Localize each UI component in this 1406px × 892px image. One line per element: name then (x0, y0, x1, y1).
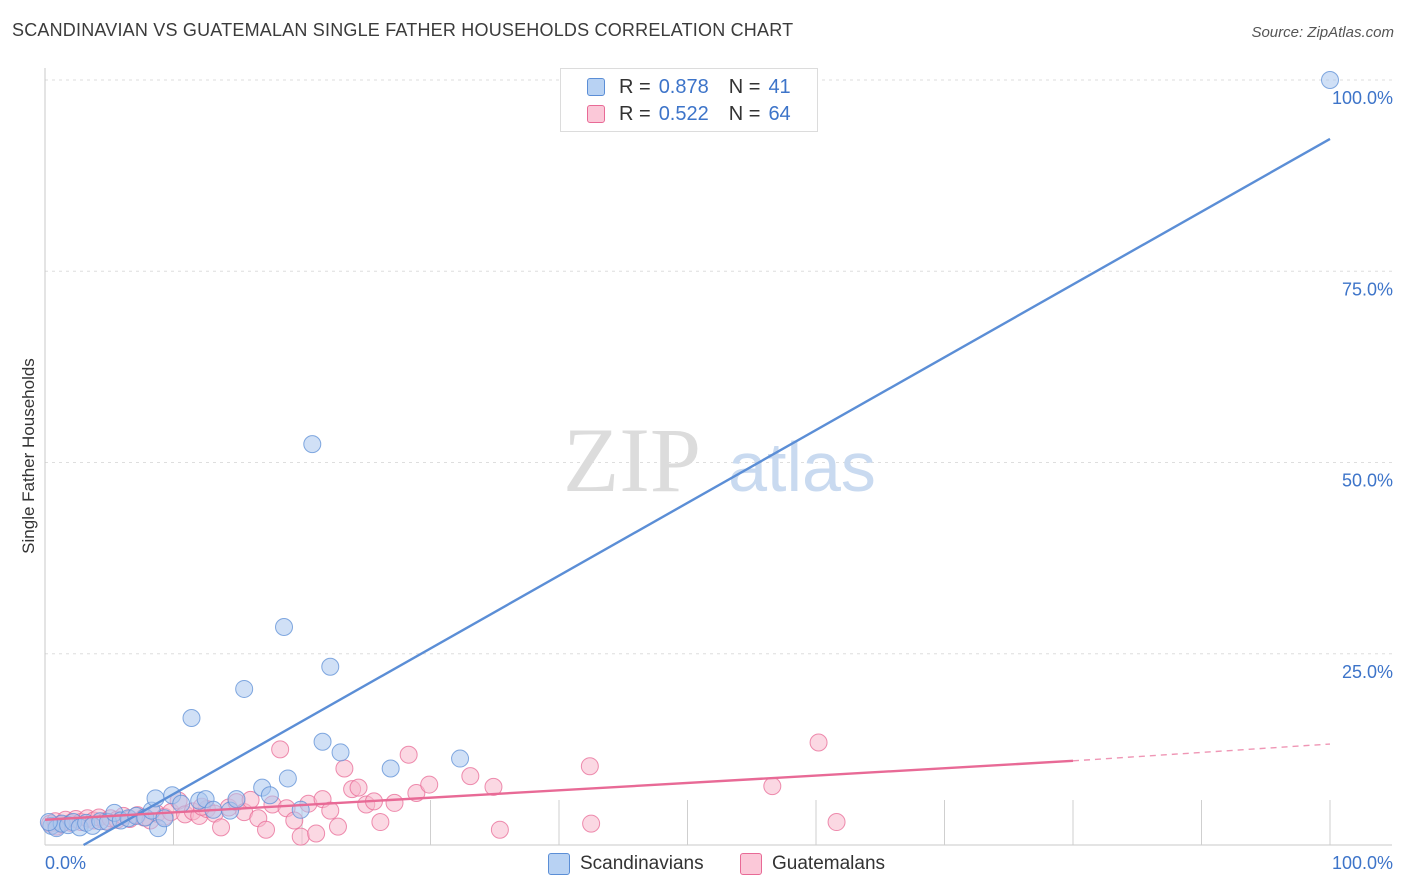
guatemalans-point (291, 827, 310, 846)
guatemalans-point (257, 820, 276, 839)
watermark: ZIP atlas (563, 409, 876, 511)
guatemalans-point (420, 775, 439, 794)
y-axis-label: Single Father Households (19, 358, 38, 554)
legend-swatch-pink (587, 105, 605, 123)
bottom-legend-guatemalans: Guatemalans (740, 852, 885, 876)
guatemalans-point (827, 813, 846, 832)
scandinavians-point (331, 743, 350, 762)
guatemalans-point (580, 757, 599, 776)
legend-row-scandinavians: R = 0.878 N = 41 (587, 75, 791, 99)
guatemalans-point (371, 813, 390, 832)
guatemalans-trend-line (44, 759, 1074, 821)
guatemalans-point (809, 733, 828, 752)
bottom-legend-label: Guatemalans (772, 853, 886, 874)
guatemalans-point (349, 778, 368, 797)
guatemalans-point (399, 745, 418, 764)
legend-r-label: R = (619, 75, 651, 98)
scandinavians-point (182, 709, 201, 728)
legend-n-value: 64 (768, 102, 791, 125)
scandinavians-point (227, 790, 246, 809)
gridlines (45, 79, 1392, 655)
guatemalans-point (582, 814, 601, 833)
guatemalans-point (321, 801, 340, 820)
scandinavians-point (313, 732, 332, 751)
bottom-swatch-blue (548, 853, 570, 875)
chart-title: SCANDINAVIAN VS GUATEMALAN SINGLE FATHER… (12, 20, 794, 40)
guatemalans-point (212, 818, 231, 837)
legend-n-value: 41 (768, 75, 791, 98)
guatemalans-point (490, 820, 509, 839)
guatemalans-trend-extension (1072, 743, 1331, 762)
guatemalans-point (385, 793, 404, 812)
guatemalans-point (763, 777, 782, 796)
scandinavians-point (275, 617, 294, 636)
scandinavians-point (278, 769, 297, 788)
scandinavians-point (321, 657, 340, 676)
legend-swatch-blue (587, 78, 605, 96)
tick-labels: 25.0% 50.0% 75.0% 100.0% 0.0% 100.0% (45, 88, 1393, 873)
x-tick-label: 0.0% (45, 853, 86, 873)
legend-row-guatemalans: R = 0.522 N = 64 (587, 102, 791, 126)
guatemalans-point (335, 759, 354, 778)
guatemalans-point (461, 767, 480, 786)
scandinavians-point (303, 435, 322, 454)
y-tick-label: 50.0% (1342, 471, 1393, 491)
axes (44, 68, 1392, 846)
y-tick-label: 100.0% (1332, 88, 1393, 108)
bottom-legend-scandinavians: Scandinavians (548, 852, 704, 876)
scandinavians-point (172, 794, 191, 813)
legend-n-label: N = (728, 75, 761, 98)
legend-r-value: 0.522 (658, 102, 709, 125)
scandinavians-point (260, 786, 279, 805)
y-tick-label: 75.0% (1342, 279, 1393, 299)
legend-n-label: N = (728, 102, 761, 125)
scandinavians-point (39, 813, 58, 832)
guatemalans-point (307, 824, 326, 843)
scandinavians-point (1321, 71, 1339, 89)
scandinavians-point (451, 749, 470, 768)
guatemalans-point (271, 740, 290, 759)
data-points (39, 71, 1339, 846)
scandinavians-point (235, 679, 254, 698)
guatemalans-point (328, 817, 347, 836)
y-tick-label: 25.0% (1342, 662, 1393, 682)
x-tick-label: 100.0% (1332, 853, 1393, 873)
scandinavians-trend-line (82, 137, 1331, 847)
correlation-legend: R = 0.878 N = 41 R = 0.522 N = 64 (560, 68, 818, 132)
bottom-swatch-pink (740, 853, 762, 875)
legend-r-value: 0.878 (658, 75, 709, 98)
legend-r-label: R = (619, 102, 651, 125)
trend-lines (44, 137, 1331, 847)
bottom-legend-label: Scandinavians (580, 853, 704, 874)
guatemalans-point (484, 777, 503, 796)
source-label: Source: ZipAtlas.com (1251, 24, 1394, 41)
watermark-zip: ZIP (563, 409, 701, 511)
scandinavians-point (381, 759, 400, 778)
